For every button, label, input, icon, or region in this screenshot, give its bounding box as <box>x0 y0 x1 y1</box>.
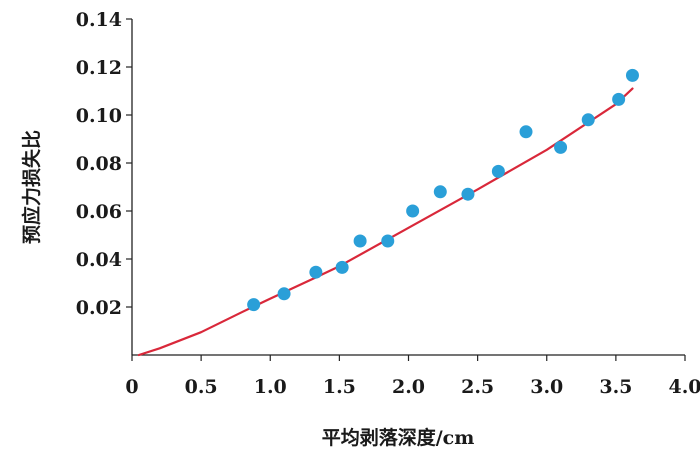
data-point <box>381 234 395 248</box>
y-tick-label: 0.10 <box>76 105 122 127</box>
x-axis-title: 平均剥落深度/cm <box>322 426 475 449</box>
y-axis-title: 预应力损失比 <box>20 130 43 244</box>
series-layer <box>137 68 639 357</box>
y-tick-label: 0.02 <box>76 297 122 319</box>
data-point <box>277 287 291 301</box>
data-point <box>353 234 367 248</box>
data-point <box>491 164 505 178</box>
x-tick-label: 4.0 <box>668 376 700 398</box>
x-tick-label: 2.5 <box>461 376 494 398</box>
data-point <box>612 92 626 106</box>
y-tick-label: 0.06 <box>76 201 122 223</box>
data-point <box>461 187 475 201</box>
data-point <box>519 125 533 139</box>
x-tick-label: 0 <box>125 376 138 398</box>
x-tick-label: 3.0 <box>530 376 563 398</box>
data-point <box>309 265 323 279</box>
y-tick-label: 0.04 <box>76 249 122 271</box>
data-point <box>433 185 447 199</box>
x-tick-label: 3.5 <box>599 376 632 398</box>
y-tick-label: 0.08 <box>76 153 122 175</box>
x-tick-label: 0.5 <box>185 376 218 398</box>
data-point <box>554 140 568 154</box>
y-tick-label: 0.14 <box>76 9 122 31</box>
y-tick-label: 0.12 <box>76 57 122 79</box>
data-point <box>581 113 595 127</box>
data-point <box>335 260 349 274</box>
x-tick-label: 1.0 <box>254 376 287 398</box>
x-tick-label: 2.0 <box>392 376 425 398</box>
fit-line <box>137 87 634 357</box>
data-point <box>247 298 261 312</box>
x-ticks: 0 0.5 1.0 1.5 2.0 2.5 3.0 3.5 4.0 <box>125 355 700 398</box>
data-point <box>625 68 639 82</box>
x-tick-label: 1.5 <box>323 376 356 398</box>
y-ticks: 0.02 0.04 0.06 0.08 0.10 0.12 0.14 <box>76 9 132 319</box>
data-point <box>406 204 420 218</box>
